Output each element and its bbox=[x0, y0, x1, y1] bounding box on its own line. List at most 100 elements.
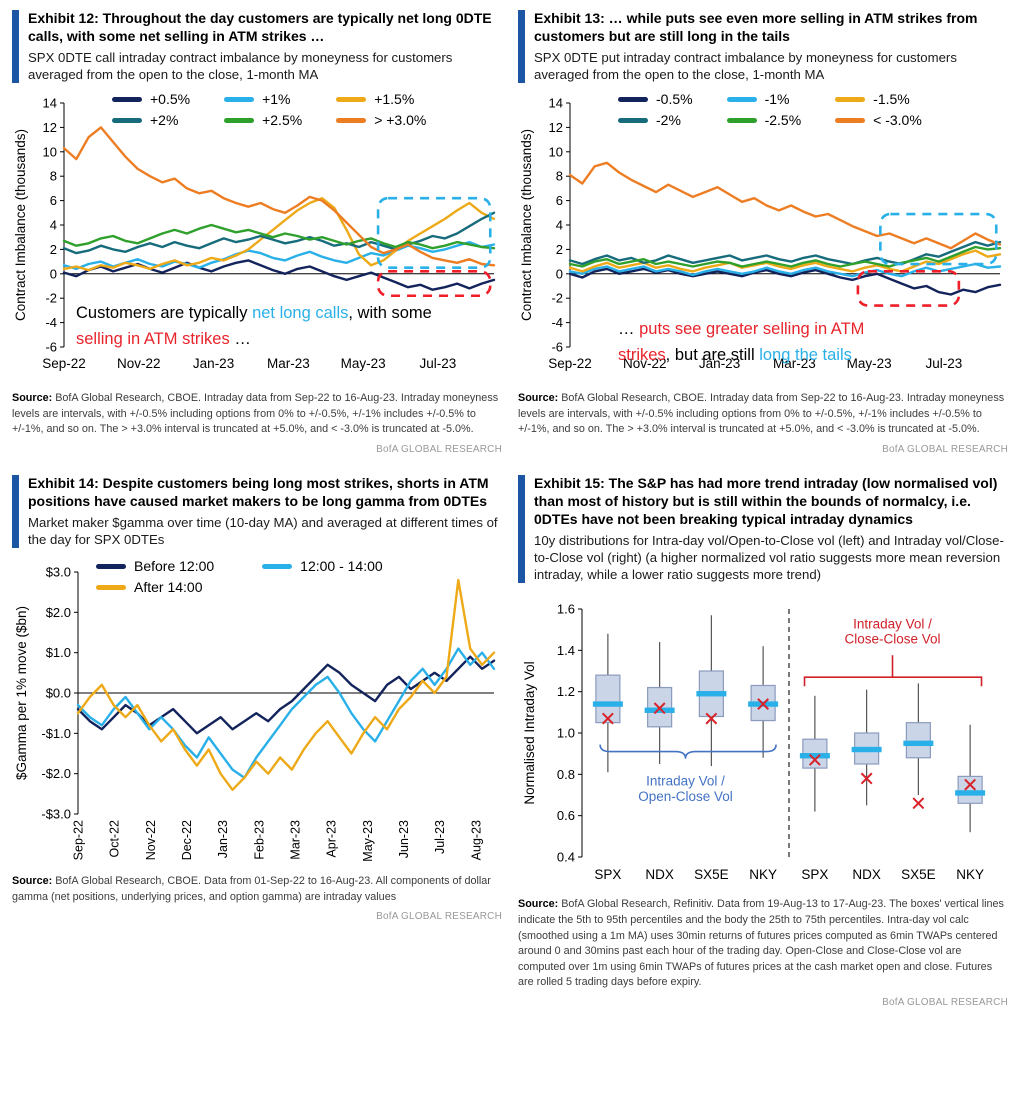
legend-item-After 14:00: After 14:00 bbox=[96, 579, 214, 595]
y-tick-label: 4 bbox=[50, 218, 57, 233]
x-tick-label: Jul-23 bbox=[420, 356, 457, 371]
exhibit-12-annotation: Customers are typically net long calls, … bbox=[76, 301, 456, 352]
legend-item-+2%: +2% bbox=[112, 112, 190, 128]
series-line--1% bbox=[568, 262, 1002, 278]
legend-line-swatch bbox=[726, 96, 757, 102]
x-tick-label: Nov-22 bbox=[117, 356, 161, 371]
legend-item-+1%: +1% bbox=[224, 91, 302, 107]
research-page: Exhibit 12: Throughout the day customers… bbox=[12, 10, 1008, 1028]
legend-item--0.5%: -0.5% bbox=[618, 91, 693, 107]
annotation-segment: Customers are typically bbox=[76, 304, 253, 323]
legend-line-swatch bbox=[96, 584, 126, 590]
source-label: Source: bbox=[518, 392, 559, 405]
annotation-segment: … bbox=[229, 329, 251, 348]
y-tick-label: 0 bbox=[50, 266, 57, 281]
y-tick-label: 1.0 bbox=[557, 726, 575, 741]
annotation-segment: … bbox=[618, 320, 640, 339]
x-tick-label: Apr-23 bbox=[325, 820, 339, 858]
legend-line-swatch bbox=[112, 117, 142, 123]
exhibit-15-chart: 1.6 1.4 1.2 1.0 0.8 0.6 0.4 Normalised Intraday… bbox=[518, 589, 1008, 889]
y-tick-label: -4 bbox=[45, 315, 57, 330]
median-NDX bbox=[644, 707, 675, 714]
exhibit-12-header: Exhibit 12: Throughout the day customers… bbox=[12, 10, 502, 84]
y-axis-title: Contract Imbalance (thousands) bbox=[519, 129, 534, 321]
series-line-+2.5% bbox=[62, 223, 496, 250]
box-NKY bbox=[957, 776, 983, 805]
median-SX5E bbox=[696, 691, 727, 697]
exhibit-13-header: Exhibit 13: … while puts see even more s… bbox=[518, 10, 1008, 84]
annotation-segment: long the tails bbox=[759, 345, 852, 364]
y-tick-label: -2 bbox=[45, 291, 57, 306]
legend-item-> +3.0%: > +3.0% bbox=[336, 112, 426, 128]
right-group-label: Close-Close Vol bbox=[844, 632, 940, 647]
series-line-12:00 - 14:00 bbox=[76, 647, 496, 780]
y-tick-label: -4 bbox=[551, 315, 563, 330]
x-category-label: SPX bbox=[594, 867, 621, 882]
series-line-< -3.0% bbox=[568, 161, 1002, 250]
series-line-+2% bbox=[62, 211, 496, 255]
legend-item-Before 12:00: Before 12:00 bbox=[96, 558, 214, 574]
exhibit-14-subtitle: Market maker $gamma over time (10-day MA… bbox=[28, 514, 498, 548]
source-label: Source: bbox=[12, 392, 53, 405]
exhibit-12-title: Exhibit 12: Throughout the day customers… bbox=[28, 10, 492, 44]
marker-x-NDX bbox=[860, 772, 873, 785]
x-tick-label: Feb-23 bbox=[252, 820, 266, 860]
median-NKY bbox=[955, 790, 986, 796]
y-tick-label: -$3.0 bbox=[41, 807, 71, 822]
y-tick-label: 0.8 bbox=[557, 767, 575, 782]
x-tick-label: Nov-22 bbox=[623, 356, 667, 371]
y-tick-label: $3.0 bbox=[46, 565, 71, 580]
source-label: Source: bbox=[518, 898, 559, 911]
series-line-+1.5% bbox=[62, 197, 496, 272]
legend-item-+1.5%: +1.5% bbox=[336, 91, 426, 107]
left-column: Exhibit 12: Throughout the day customers… bbox=[12, 10, 502, 1028]
brand-footer: BofA GLOBAL RESEARCH bbox=[376, 911, 502, 923]
legend-line-swatch bbox=[618, 96, 648, 102]
source-label: Source: bbox=[12, 875, 53, 888]
highlight-box bbox=[376, 196, 492, 270]
legend-label: +2.5% bbox=[262, 112, 303, 129]
x-category-label: NKY bbox=[749, 867, 777, 882]
x-tick-label: Dec-22 bbox=[180, 820, 194, 860]
y-tick-label: $1.0 bbox=[46, 645, 71, 660]
y-tick-label: 10 bbox=[43, 144, 57, 159]
marker-x-SPX bbox=[601, 712, 614, 725]
source-text: BofA Global Research, CBOE. Intraday dat… bbox=[12, 392, 499, 436]
brand-footer: BofA GLOBAL RESEARCH bbox=[882, 997, 1008, 1009]
y-tick-label: -6 bbox=[45, 340, 57, 355]
left-group-label: Open-Close Vol bbox=[638, 789, 733, 804]
y-tick-label: 0.6 bbox=[557, 808, 575, 823]
exhibit-14-header: Exhibit 14: Despite customers being long… bbox=[12, 475, 502, 549]
legend-label: +1% bbox=[262, 91, 291, 108]
legend-line-swatch bbox=[224, 117, 255, 123]
annotation-segment: , but are still bbox=[665, 345, 760, 364]
y-tick-label: 4 bbox=[556, 218, 563, 233]
exhibit-14-title: Exhibit 14: Despite customers being long… bbox=[28, 475, 489, 509]
x-tick-label: Jul-23 bbox=[926, 356, 963, 371]
y-tick-label: 1.2 bbox=[557, 684, 575, 699]
exhibit-13-annotation: … puts see greater selling in ATM strike… bbox=[618, 317, 918, 368]
x-tick-label: Jul-23 bbox=[433, 820, 447, 854]
exhibit-15: Exhibit 15: The S&P has had more trend i… bbox=[518, 475, 1008, 1008]
y-axis-title: Normalised Intraday Vol bbox=[522, 662, 537, 805]
y-tick-label: 14 bbox=[43, 96, 57, 111]
y-tick-label: 0.4 bbox=[557, 850, 575, 865]
y-tick-label: 2 bbox=[50, 242, 57, 257]
median-SPX bbox=[799, 753, 830, 759]
exhibit-13-chart: 14 12 10 8 6 4 2 0 -2 -4 -6 Sep-22 Nov-22 Jan-23 Mar-2… bbox=[518, 89, 1008, 383]
legend-label: -1% bbox=[764, 91, 790, 108]
exhibit-13-source: Source: BofA Global Research, CBOE. Intr… bbox=[518, 391, 1008, 438]
x-tick-label: Sep-22 bbox=[548, 356, 592, 371]
highlight-box bbox=[856, 270, 961, 307]
legend-item--1%: -1% bbox=[726, 91, 802, 108]
y-tick-label: -6 bbox=[551, 340, 563, 355]
y-tick-label: 12 bbox=[43, 120, 57, 135]
legend-label: > +3.0% bbox=[374, 112, 427, 129]
annotation-segment: net long calls bbox=[252, 304, 349, 323]
y-tick-label: $2.0 bbox=[46, 605, 71, 620]
y-tick-label: 8 bbox=[50, 169, 57, 184]
legend-line-swatch bbox=[224, 96, 255, 102]
exhibit-13-legend: -0.5% -1% -1.5% -2% -2.5% < -3.0% bbox=[618, 91, 922, 128]
exhibit-15-subtitle: 10y distributions for Intra-day vol/Open… bbox=[534, 532, 1004, 583]
marker-x-SX5E bbox=[705, 712, 718, 725]
